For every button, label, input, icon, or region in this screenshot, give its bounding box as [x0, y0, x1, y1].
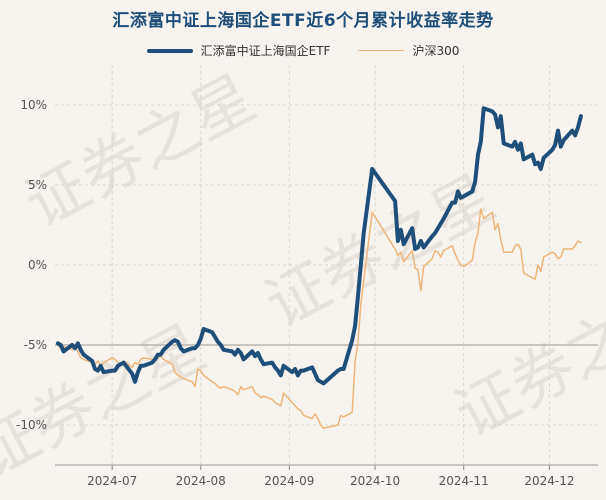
chart-title: 汇添富中证上海国企ETF近6个月累计收益率走势: [112, 11, 494, 31]
watermark-text-2: 证券之星: [443, 271, 606, 452]
gridlines: [55, 65, 598, 465]
legend: 汇添富中证上海国企ETF 沪深300: [0, 42, 606, 59]
legend-label-index: 沪深300: [412, 44, 460, 58]
y-tick-label-2: 0%: [28, 258, 47, 272]
legend-label-fund: 汇添富中证上海国企ETF: [200, 44, 331, 58]
series-line-index: [57, 208, 582, 429]
axes: 10% 5% 0% -5% -10% 2024-07 2024-08 2024-09 2024-…: [16, 98, 598, 488]
y-tick-label-3: -5%: [24, 338, 47, 352]
y-tick-label-4: -10%: [16, 418, 47, 432]
x-tick-label-0: 2024-07: [87, 474, 137, 488]
x-tick-label-2: 2024-09: [264, 474, 314, 488]
legend-item-fund[interactable]: 汇添富中证上海国企ETF: [146, 42, 331, 59]
x-tick-label-5: 2024-12: [524, 474, 574, 488]
y-tick-label-1: 5%: [28, 178, 47, 192]
series-lines: [55, 106, 583, 429]
watermark-text-1: 证券之星: [253, 161, 506, 342]
y-tick-label-0: 10%: [20, 98, 47, 112]
legend-swatch-index: [358, 49, 405, 52]
legend-swatch-fund: [146, 48, 193, 53]
x-tick-label-3: 2024-10: [350, 474, 400, 488]
x-tick-label-1: 2024-08: [176, 474, 226, 488]
legend-item-index[interactable]: 沪深300: [358, 42, 459, 59]
watermark-text-0: 证券之星: [13, 61, 266, 242]
x-tick-label-4: 2024-11: [439, 474, 489, 488]
series-line-fund: [55, 106, 583, 386]
